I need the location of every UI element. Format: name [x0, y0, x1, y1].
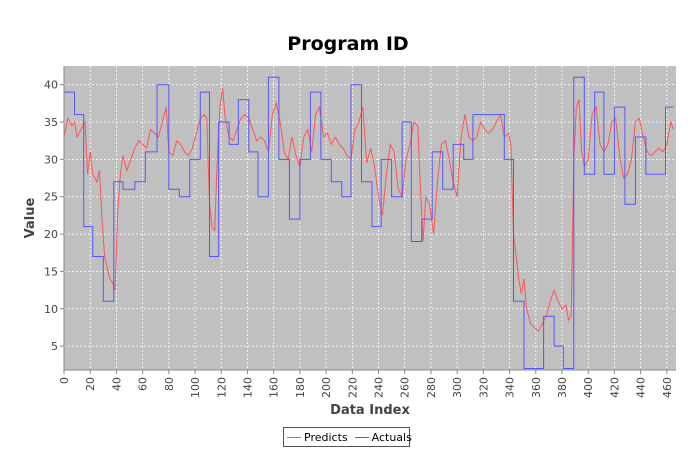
axes [60, 66, 676, 374]
x-tick-label: 440 [635, 377, 648, 398]
x-tick-label: 100 [189, 377, 202, 398]
x-tick-label: 360 [530, 377, 543, 398]
x-tick-label: 160 [268, 377, 281, 398]
y-tick-label: 15 [44, 265, 58, 278]
legend-item-predicts: Predicts [287, 431, 348, 444]
legend-label-actuals: Actuals [371, 430, 412, 444]
x-tick-label: 320 [477, 377, 490, 398]
x-tick-label: 240 [373, 377, 386, 398]
series-line-predicts [63, 88, 674, 333]
x-tick-label: 220 [346, 377, 359, 398]
y-tick-label: 35 [44, 116, 58, 129]
legend-swatch-predicts [287, 436, 301, 438]
x-tick-label: 400 [582, 377, 595, 398]
x-tick-label: 80 [163, 377, 176, 391]
y-tick-label: 30 [44, 153, 58, 166]
legend-label-predicts: Predicts [304, 430, 348, 444]
y-tick-label: 25 [44, 191, 58, 204]
series-line-actuals [64, 76, 674, 369]
x-tick-label: 140 [241, 377, 254, 398]
x-tick-label: 280 [425, 377, 438, 398]
x-tick-label: 460 [661, 377, 674, 398]
x-tick-label: 420 [608, 377, 621, 398]
y-tick-label: 20 [44, 228, 58, 241]
x-tick-label: 380 [556, 377, 569, 398]
x-tick-label: 40 [110, 377, 123, 391]
x-tick-label: 180 [294, 377, 307, 398]
y-tick-label: 40 [44, 79, 58, 92]
y-tick-label: 10 [44, 303, 58, 316]
x-tick-label: 120 [215, 377, 228, 398]
legend-item-actuals: Actuals [354, 430, 412, 444]
x-axis-label: Data Index [330, 403, 410, 418]
x-tick-label: 300 [451, 377, 464, 398]
x-tick-label: 340 [504, 377, 517, 398]
x-tick-label: 0 [58, 377, 71, 384]
x-tick-label: 260 [399, 377, 412, 398]
x-tick-label: 200 [320, 377, 333, 398]
x-tick-label: 60 [137, 377, 150, 391]
legend: Predicts Actuals [283, 427, 412, 447]
x-tick-label: 20 [84, 377, 97, 391]
y-axis-label: Value [23, 197, 38, 238]
series-layer [63, 76, 674, 369]
legend-swatch-actuals [354, 436, 369, 438]
chart-title: Program ID [287, 33, 408, 55]
y-tick-label: 5 [51, 340, 58, 353]
